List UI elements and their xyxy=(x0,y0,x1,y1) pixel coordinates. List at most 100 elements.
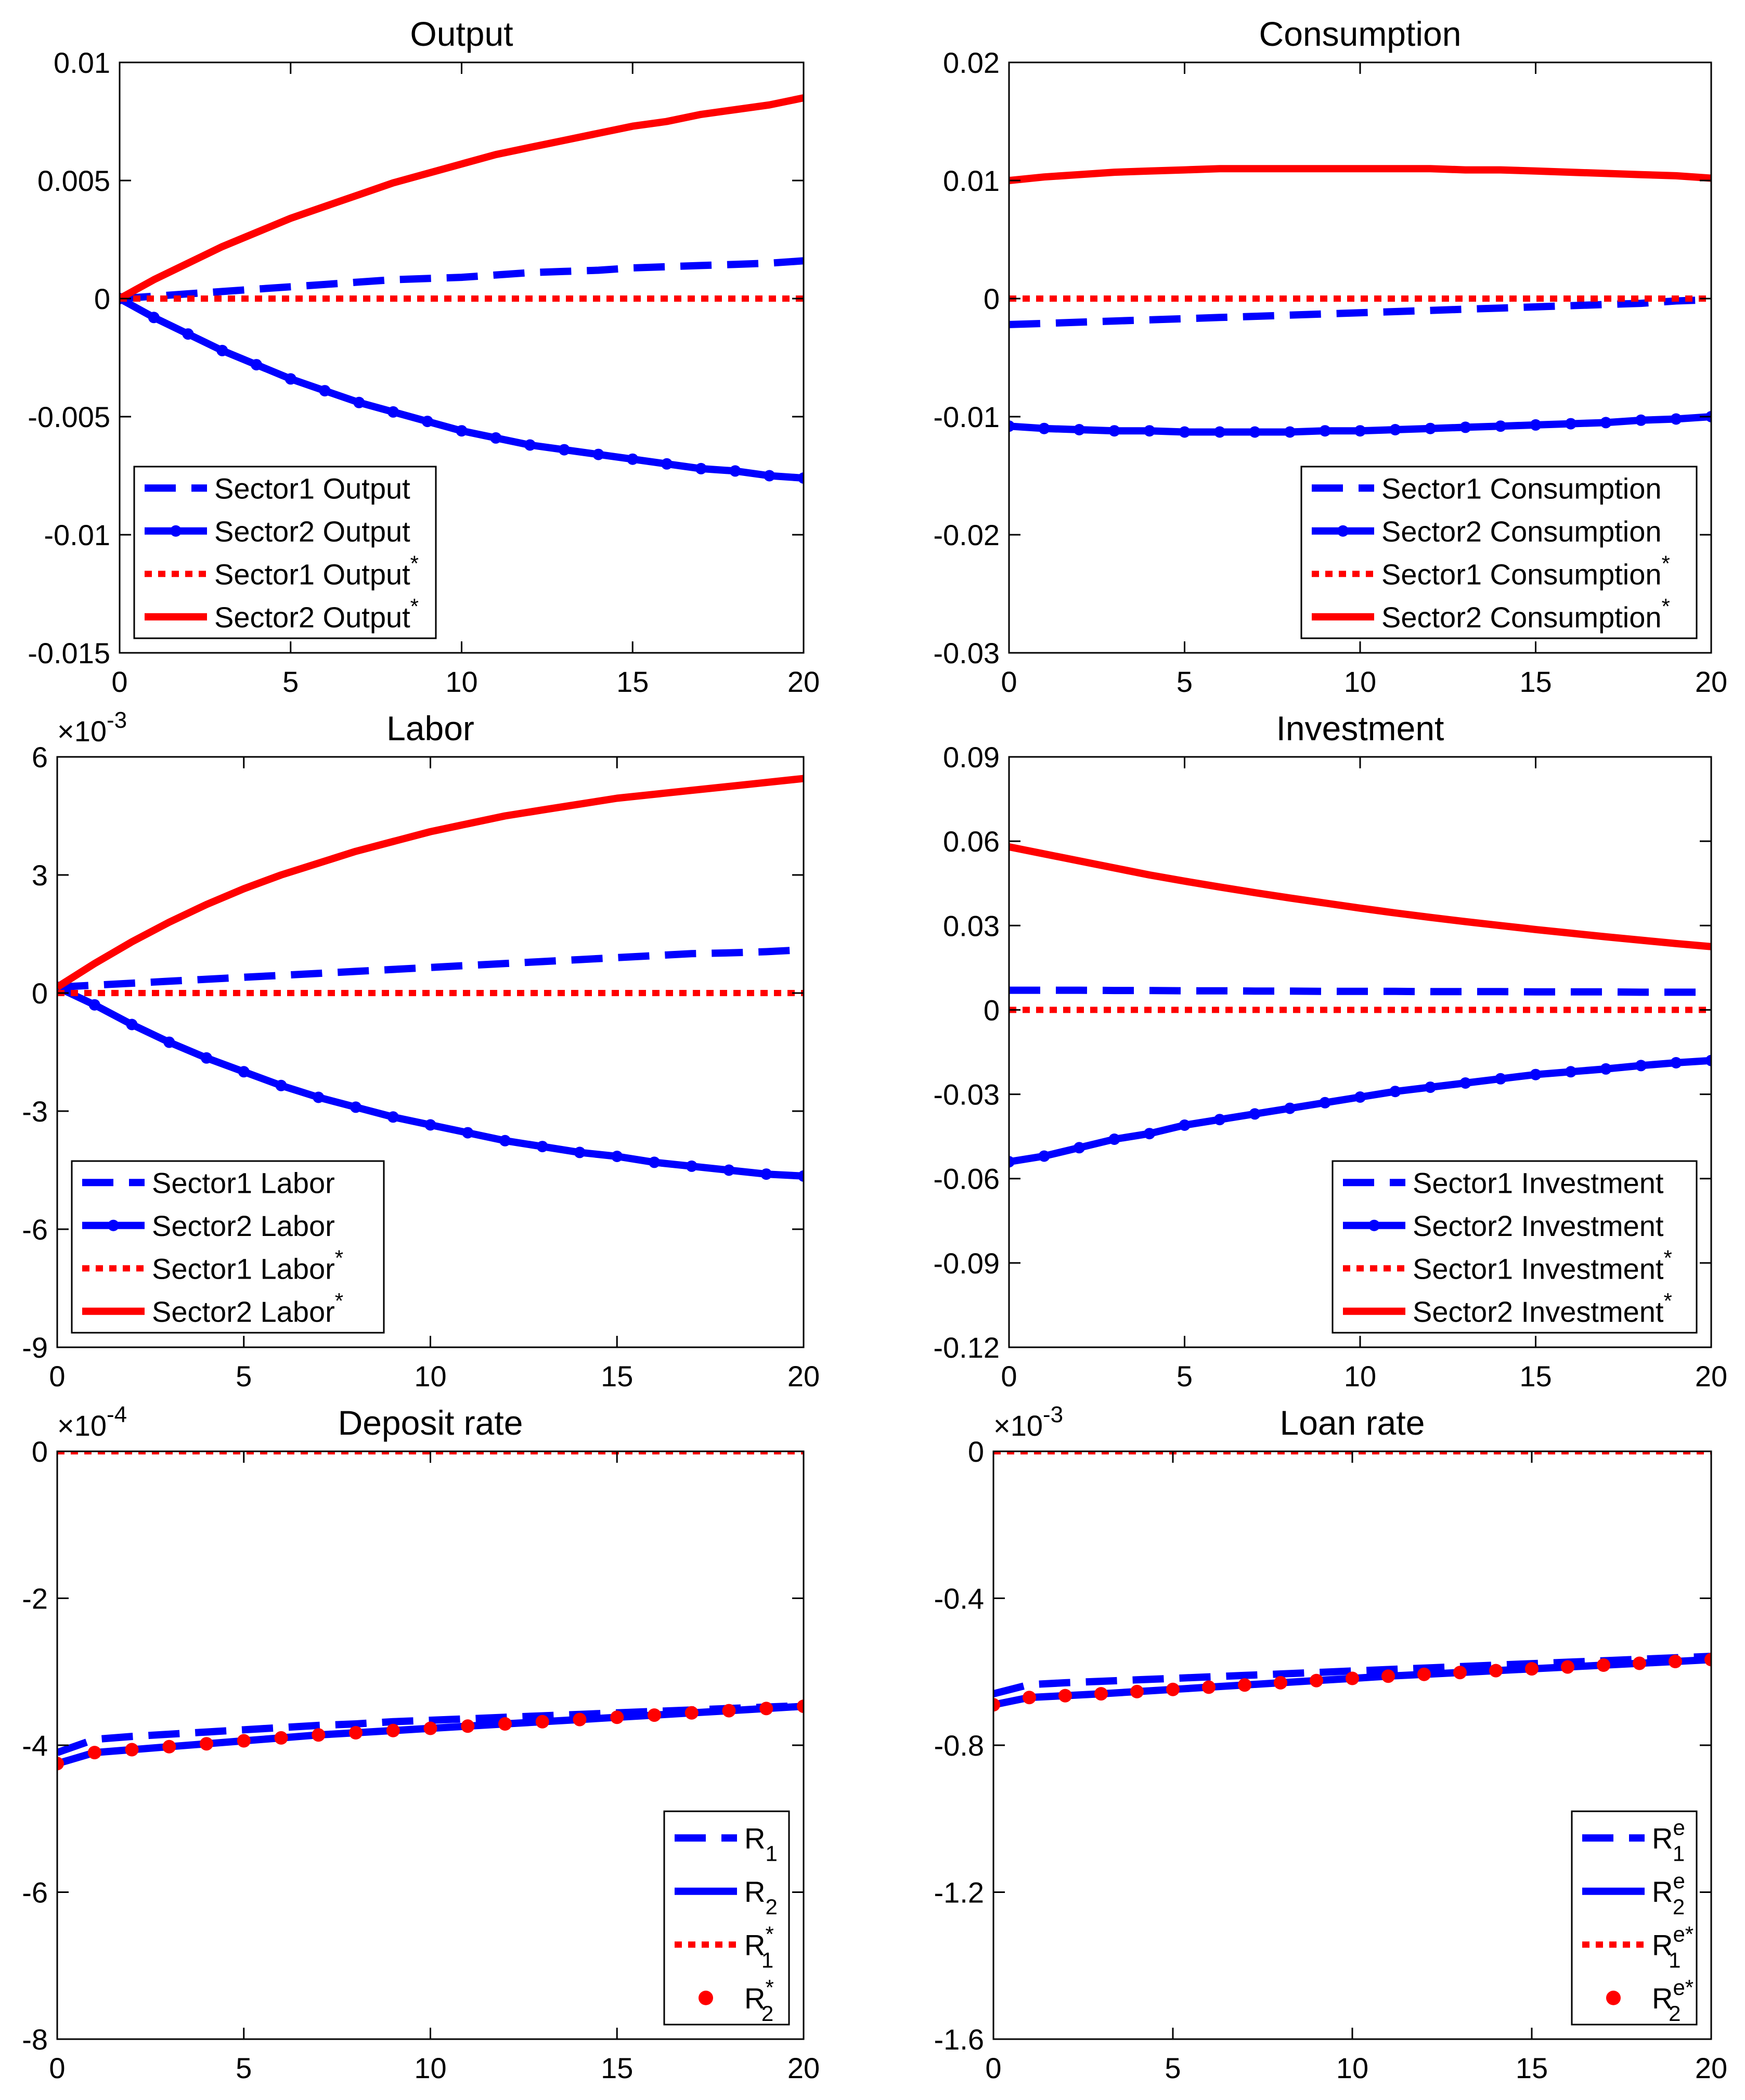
legend-label: Sector1 Output xyxy=(214,472,410,505)
data-point xyxy=(695,462,707,474)
data-point xyxy=(729,465,741,477)
y-tick-label: 0.03 xyxy=(943,909,1000,942)
data-point xyxy=(148,312,160,324)
data-point xyxy=(1202,1680,1216,1694)
data-point xyxy=(722,1704,736,1718)
y-tick-label: 0 xyxy=(32,1435,48,1468)
x-tick-label: 15 xyxy=(601,1360,633,1393)
data-point xyxy=(1144,425,1155,437)
series-line-0 xyxy=(993,1653,1711,1697)
chart-title: Deposit rate xyxy=(338,1403,523,1442)
data-point xyxy=(686,1160,697,1172)
data-point xyxy=(319,385,331,397)
x-tick-label: 20 xyxy=(1695,1360,1727,1393)
data-point xyxy=(1669,1655,1682,1668)
legend-box xyxy=(663,1810,790,2026)
chart-panel-3: 0 5 10 15 20 -0.12 -0.09 -0.06 -0.03 0 0.03 0.06 0.0… xyxy=(933,709,1727,1393)
data-point xyxy=(1495,420,1506,432)
data-point xyxy=(610,1710,624,1724)
x-tick-label: 10 xyxy=(414,2052,446,2084)
data-point xyxy=(162,1740,176,1754)
legend-label: Sector1 Consumption* xyxy=(1381,551,1670,590)
data-point xyxy=(1453,1666,1467,1680)
legend-label: Sector2 Output* xyxy=(214,594,419,634)
y-tick-label: 0 xyxy=(94,282,110,315)
data-point xyxy=(274,1731,288,1745)
data-point xyxy=(661,458,673,470)
data-point xyxy=(1600,417,1612,429)
data-point xyxy=(1214,426,1225,438)
data-point xyxy=(1670,1057,1682,1068)
data-point xyxy=(1009,1156,1015,1168)
chart-title: Labor xyxy=(386,709,474,748)
data-point xyxy=(1530,419,1542,431)
data-point xyxy=(57,1757,64,1771)
data-point xyxy=(1058,1689,1072,1703)
legend-label: R1 xyxy=(744,1822,778,1865)
y-tick-label: 0 xyxy=(32,977,48,1010)
data-point xyxy=(573,1712,587,1727)
data-point xyxy=(1705,1054,1711,1066)
y-tick-label: -4 xyxy=(22,1729,48,1762)
chart-panel-0: 0 5 10 15 20 -0.015 -0.01 -0.005 0 0.005 0.01 Outpu… xyxy=(28,15,820,698)
data-point xyxy=(1284,1102,1296,1114)
data-point xyxy=(387,1111,399,1123)
data-point xyxy=(1459,421,1471,433)
data-point xyxy=(1489,1664,1503,1678)
x-tick-label: 0 xyxy=(49,1360,65,1393)
data-point xyxy=(350,1101,361,1113)
legend-swatch-marker xyxy=(108,1219,119,1231)
data-point xyxy=(1144,1128,1155,1140)
data-point xyxy=(1238,1678,1251,1692)
legend-label: R2 xyxy=(744,1875,778,1919)
x-tick-label: 5 xyxy=(1165,2052,1181,2084)
data-point xyxy=(1417,1667,1431,1681)
data-point xyxy=(1166,1682,1180,1696)
x-tick-label: 15 xyxy=(1519,665,1552,698)
data-point xyxy=(759,1702,773,1716)
data-point xyxy=(535,1715,549,1729)
series-group xyxy=(57,1451,804,1771)
data-point xyxy=(182,328,194,340)
data-point xyxy=(648,1708,661,1722)
legend-label: Sector1 Labor xyxy=(152,1166,335,1199)
data-point xyxy=(592,448,604,460)
data-point xyxy=(88,999,100,1011)
data-point xyxy=(1179,1119,1191,1131)
data-point xyxy=(1633,1656,1646,1670)
data-point xyxy=(387,406,399,418)
data-point xyxy=(1319,1097,1331,1109)
x-tick-label: 5 xyxy=(282,665,299,698)
data-point xyxy=(798,472,804,484)
data-point xyxy=(498,1717,512,1731)
series-line-0 xyxy=(1009,986,1711,996)
x-tick-label: 5 xyxy=(1177,665,1193,698)
chart-title: Consumption xyxy=(1259,15,1462,53)
data-point xyxy=(993,1698,1000,1712)
data-point xyxy=(1346,1671,1359,1685)
legend-label: Sector2 Consumption* xyxy=(1381,594,1670,634)
y-tick-label: -0.03 xyxy=(933,1078,1000,1111)
legend-label: Sector2 Labor xyxy=(152,1209,335,1242)
data-point xyxy=(275,1079,287,1091)
data-point xyxy=(1635,414,1647,426)
data-point xyxy=(1130,1684,1144,1698)
series-group xyxy=(993,1451,1711,1712)
series-line-3 xyxy=(57,775,804,990)
data-point xyxy=(1425,422,1436,434)
y-tick-label: -8 xyxy=(22,2023,48,2056)
chart-title: Loan rate xyxy=(1280,1403,1425,1442)
x-tick-label: 20 xyxy=(787,2052,820,2084)
y-tick-label: -0.005 xyxy=(28,401,110,433)
data-point xyxy=(1530,1068,1542,1080)
x-tick-label: 10 xyxy=(414,1360,446,1393)
y-tick-label: 0.005 xyxy=(37,164,110,197)
data-point xyxy=(649,1156,660,1168)
data-point xyxy=(524,439,536,451)
x-tick-label: 20 xyxy=(1695,665,1727,698)
x-tick-label: 15 xyxy=(1516,2052,1548,2084)
legend-box xyxy=(1332,1160,1698,1334)
